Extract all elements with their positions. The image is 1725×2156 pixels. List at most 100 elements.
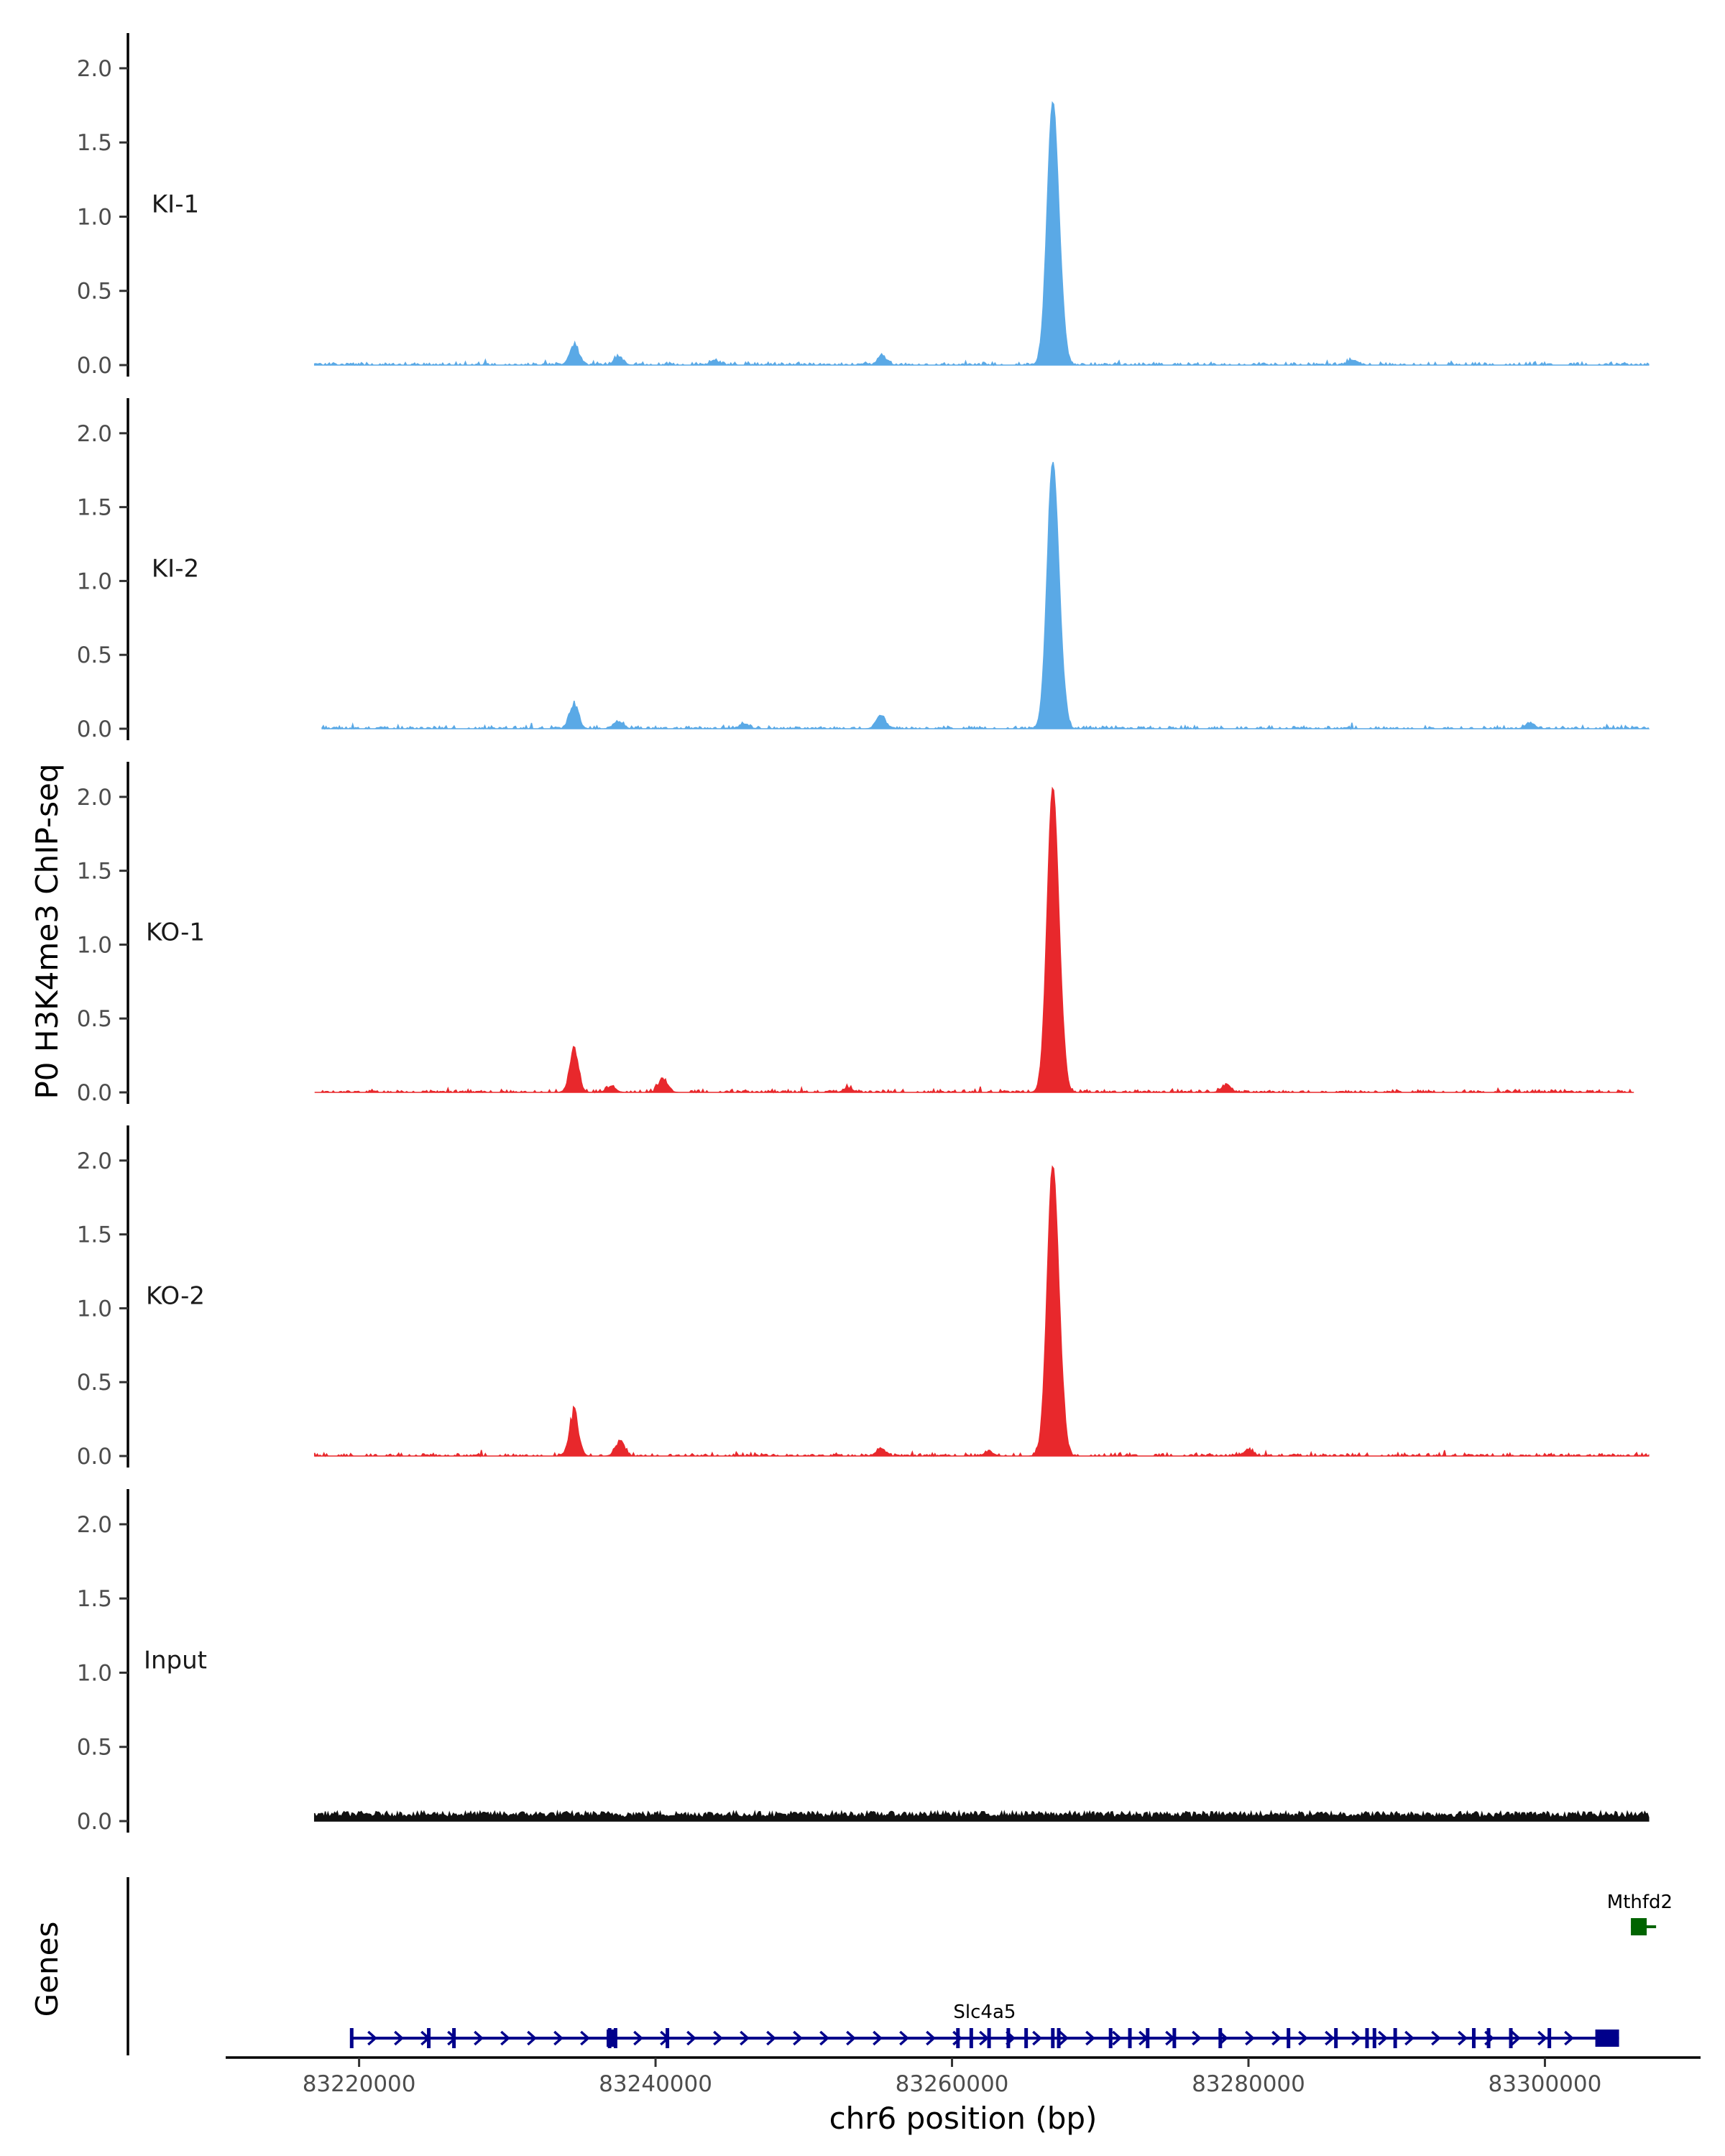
signal-area (313, 101, 1650, 367)
track-label: Input (144, 1646, 207, 1674)
x-axis-title: chr6 position (bp) (829, 2101, 1098, 2136)
exon (1024, 2028, 1029, 2048)
y-tick-label: 0.5 (77, 1735, 112, 1761)
strand-chevron (1271, 2030, 1282, 2046)
exon (452, 2028, 456, 2048)
y-tick-label: 2.0 (77, 1512, 112, 1538)
track-input: 0.0 0.5 1.0 1.5 2.0 Input (77, 1489, 1650, 1835)
strand-chevron (1351, 2030, 1361, 2046)
y-tick-label: 1.5 (77, 859, 112, 885)
y-tick-label: 1.0 (77, 204, 112, 230)
track-label: KO-2 (146, 1281, 205, 1310)
strand-chevron (633, 2030, 643, 2046)
exon (1471, 2028, 1476, 2048)
genes-panel: Slc4a5 Mthfd2 (126, 1877, 1673, 2055)
y-tick-label: 1.0 (77, 1660, 112, 1686)
exon (613, 2028, 617, 2048)
strand-chevron (500, 2030, 510, 2046)
y-tick-label: 2.0 (77, 56, 112, 82)
strand-chevron (686, 2030, 696, 2046)
y-tick-label: 1.5 (77, 495, 112, 521)
y-tick-label: 0.0 (77, 1809, 112, 1835)
exon (1172, 2028, 1177, 2048)
strand-chevron (474, 2030, 484, 2046)
strand-chevron (713, 2030, 723, 2046)
strand-chevron (394, 2030, 404, 2046)
exon-block (1595, 2030, 1619, 2047)
y-tick-label: 1.0 (77, 1296, 112, 1322)
track-ki-2: 0.0 0.5 1.0 1.5 2.0 KI-2 (77, 398, 1650, 742)
exon (1334, 2028, 1338, 2048)
exon (987, 2028, 991, 2048)
strand-chevron (819, 2030, 829, 2046)
exon (1393, 2028, 1397, 2048)
strand-chevron (1298, 2030, 1308, 2046)
gene-mthfd2: Mthfd2 (1607, 1892, 1673, 1935)
exon (969, 2028, 973, 2048)
x-tick-label: 83300000 (1489, 2071, 1602, 2097)
y-tick-label: 1.0 (77, 568, 112, 594)
strand-chevron (1431, 2030, 1441, 2046)
y-tick-label: 0.5 (77, 279, 112, 305)
strand-chevron (1458, 2030, 1468, 2046)
exon (1365, 2028, 1369, 2048)
strand-chevron (766, 2030, 776, 2046)
exon (1108, 2028, 1113, 2048)
strand-chevron (952, 2030, 962, 2046)
y-tick-label: 2.0 (77, 1148, 112, 1174)
strand-chevron (1059, 2030, 1069, 2046)
signal-area (314, 786, 1634, 1094)
gene-label: Mthfd2 (1607, 1892, 1673, 1913)
exon (1006, 2028, 1011, 2048)
x-tick-label: 83280000 (1192, 2071, 1305, 2097)
exon-block (607, 2030, 615, 2047)
strand-chevron (1378, 2030, 1388, 2046)
exon (1218, 2028, 1223, 2048)
y-tick-label: 2.0 (77, 785, 112, 811)
strand-chevron (1404, 2030, 1414, 2046)
exon (1146, 2028, 1150, 2048)
exon (666, 2028, 670, 2048)
track-label: KI-2 (152, 554, 199, 583)
signal-area (313, 1165, 1650, 1458)
y-tick-label: 0.5 (77, 1370, 112, 1396)
exon (1547, 2028, 1552, 2048)
gene-slc4a5: Slc4a5 (349, 2001, 1619, 2048)
y-tick-label: 1.5 (77, 1586, 112, 1612)
strand-chevron (926, 2030, 936, 2046)
exon-block (1631, 1918, 1647, 1935)
strand-chevron (899, 2030, 909, 2046)
strand-chevron (1112, 2030, 1122, 2046)
strand-chevron (873, 2030, 883, 2046)
track-ko-2: 0.0 0.5 1.0 1.5 2.0 KO-2 (77, 1125, 1650, 1470)
x-tick-label: 83220000 (303, 2071, 416, 2097)
signal-area (313, 1809, 1650, 1822)
strand-chevron (1085, 2030, 1095, 2046)
strand-chevron (1325, 2030, 1335, 2046)
strand-chevron (527, 2030, 537, 2046)
x-tick-label: 83240000 (599, 2071, 712, 2097)
strand-chevron (1245, 2030, 1255, 2046)
y-tick-label: 0.0 (77, 1080, 112, 1106)
signal-area (321, 461, 1650, 731)
signal-tracks: 0.00.51.01.52.0KI-10.00.51.01.52.0KI-20.… (77, 33, 1650, 1835)
strand-chevron (1192, 2030, 1202, 2046)
y-axis-title: P0 H3K4me3 ChIP-seq (29, 763, 65, 1099)
y-tick-label: 1.5 (77, 130, 112, 156)
strand-chevron (740, 2030, 750, 2046)
exon (1287, 2028, 1291, 2048)
track-ki-1: 0.0 0.5 1.0 1.5 2.0 KI-1 (77, 33, 1650, 379)
strand-chevron (979, 2030, 989, 2046)
y-tick-label: 0.0 (77, 353, 112, 379)
y-tick-label: 1.5 (77, 1222, 112, 1248)
exon (1372, 2028, 1376, 2048)
track-ko-1: 0.0 0.5 1.0 1.5 2.0 KO-1 (77, 762, 1634, 1106)
strand-chevron (553, 2030, 564, 2046)
y-tick-label: 2.0 (77, 421, 112, 447)
strand-chevron (580, 2030, 590, 2046)
y-tick-label: 0.5 (77, 642, 112, 668)
y-tick-label: 0.5 (77, 1006, 112, 1032)
track-label: KO-1 (146, 918, 205, 946)
exon (1509, 2028, 1513, 2048)
